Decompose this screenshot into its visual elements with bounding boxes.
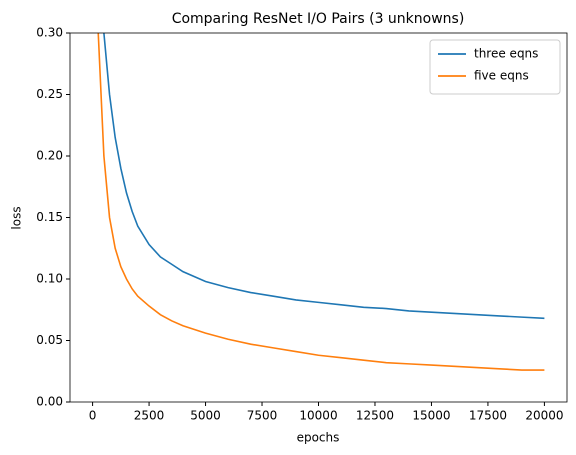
y-tick-label: 0.20 bbox=[36, 149, 63, 163]
x-tick-label: 15000 bbox=[412, 409, 450, 423]
legend-label: three eqns bbox=[474, 47, 538, 61]
chart-title: Comparing ResNet I/O Pairs (3 unknowns) bbox=[172, 11, 465, 27]
x-axis-label: epochs bbox=[297, 431, 340, 445]
y-tick-label: 0.25 bbox=[36, 87, 63, 101]
x-tick-label: 2500 bbox=[134, 409, 165, 423]
y-tick-label: 0.10 bbox=[36, 272, 63, 286]
y-tick-label: 0.00 bbox=[36, 395, 63, 409]
series-line bbox=[103, 33, 545, 320]
x-tick-label: 12500 bbox=[356, 409, 394, 423]
plot-frame bbox=[69, 32, 568, 403]
legend: three eqns five eqns bbox=[429, 39, 561, 95]
legend-label: five eqns bbox=[474, 69, 529, 83]
x-tick-label: 10000 bbox=[299, 409, 337, 423]
series-line bbox=[97, 33, 545, 371]
x-tick-label: 7500 bbox=[247, 409, 278, 423]
y-tick-label: 0.15 bbox=[36, 210, 63, 224]
plot-area bbox=[97, 33, 545, 371]
y-tick-label: 0.05 bbox=[36, 333, 63, 347]
x-tick-label: 17500 bbox=[469, 409, 507, 423]
x-tick-label: 0 bbox=[89, 409, 97, 423]
y-tick-label: 0.30 bbox=[36, 26, 63, 40]
y-axis-label: loss bbox=[10, 206, 24, 229]
x-tick-label: 5000 bbox=[190, 409, 221, 423]
x-tick-label: 20000 bbox=[525, 409, 563, 423]
